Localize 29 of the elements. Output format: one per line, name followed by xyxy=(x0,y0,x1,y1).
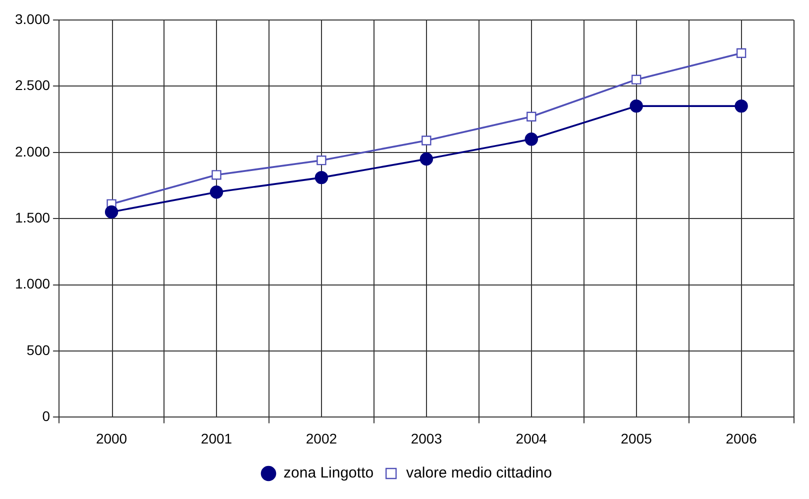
y-tick-label: 3.000 xyxy=(14,10,50,27)
point xyxy=(316,156,326,166)
y-tick-label: 2.500 xyxy=(14,77,50,94)
y-tick-label: 1.000 xyxy=(14,276,50,292)
x-tick-label: 2002 xyxy=(306,430,338,446)
x-tick-label: 2003 xyxy=(410,430,442,446)
y-tick-label: 500 xyxy=(26,342,50,358)
x-tick-label: 2001 xyxy=(200,430,232,446)
x-tick-label: 2006 xyxy=(726,430,758,446)
x-tick-label: 2005 xyxy=(620,430,652,446)
y-tick-label: 0 xyxy=(42,408,50,424)
point xyxy=(104,205,118,219)
point xyxy=(212,170,222,180)
point xyxy=(526,112,536,122)
point xyxy=(422,136,432,146)
point xyxy=(524,132,538,146)
point xyxy=(736,48,746,58)
y-tick-label: 2.000 xyxy=(14,143,50,160)
point xyxy=(630,99,643,113)
point xyxy=(210,186,224,199)
point xyxy=(632,74,642,84)
point xyxy=(314,170,328,184)
legend-label: zona Lingotto xyxy=(284,464,374,482)
point xyxy=(734,99,748,113)
y-tick-label: 1.500 xyxy=(14,209,50,226)
point xyxy=(420,152,434,166)
x-tick-label: 2000 xyxy=(96,430,128,446)
x-tick-label: 2004 xyxy=(516,430,548,446)
legend-label: valore medio cittadino xyxy=(406,464,552,482)
